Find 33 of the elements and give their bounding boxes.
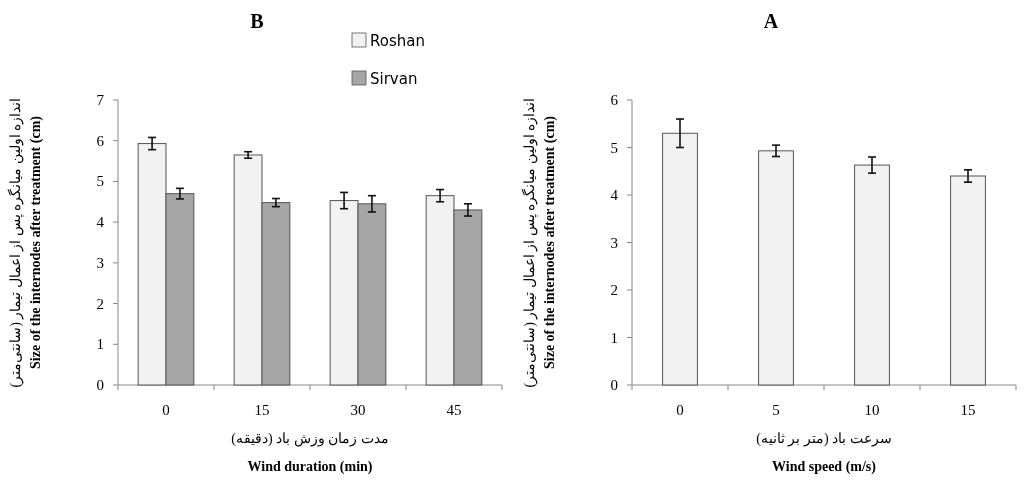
x-tick-label: 15 xyxy=(254,402,270,418)
y-tick-label: 3 xyxy=(610,234,618,251)
bar xyxy=(758,150,794,386)
x-tick-label: 0 xyxy=(162,402,170,418)
y-tick-label: 4 xyxy=(610,187,619,203)
x-tick-label: 5 xyxy=(772,402,780,418)
y-tick-label: 5 xyxy=(96,173,104,190)
legend-label: Sirvan xyxy=(370,70,418,88)
y-tick-label: 0 xyxy=(96,377,104,393)
y-tick-label: 1 xyxy=(96,336,104,353)
y-tick-label: 3 xyxy=(96,254,104,271)
y-tick-label: 2 xyxy=(610,282,618,298)
y-tick-label: 6 xyxy=(610,92,619,108)
bar xyxy=(662,132,698,386)
legend-label: Roshan xyxy=(370,32,425,50)
legend-item: Sirvan xyxy=(351,70,418,88)
x-tick-label: 10 xyxy=(864,402,880,418)
x-tick-label: 15 xyxy=(960,402,976,418)
chart-title: A xyxy=(763,10,779,32)
legend-item: Roshan xyxy=(351,32,425,50)
y-tick-label: 0 xyxy=(610,377,618,393)
y-tick-label: 5 xyxy=(610,139,618,156)
x-tick-label: 0 xyxy=(676,402,684,418)
chart-title: B xyxy=(250,10,264,32)
y-tick-label: 4 xyxy=(96,214,105,231)
bar xyxy=(950,175,986,386)
x-tick-label: 30 xyxy=(350,402,366,418)
y-tick-label: 6 xyxy=(96,132,105,149)
x-tick-label: 45 xyxy=(446,402,462,418)
y-tick-label: 2 xyxy=(96,295,104,312)
y-tick-label: 7 xyxy=(96,92,105,108)
bar xyxy=(854,164,890,386)
y-tick-label: 1 xyxy=(610,329,618,346)
